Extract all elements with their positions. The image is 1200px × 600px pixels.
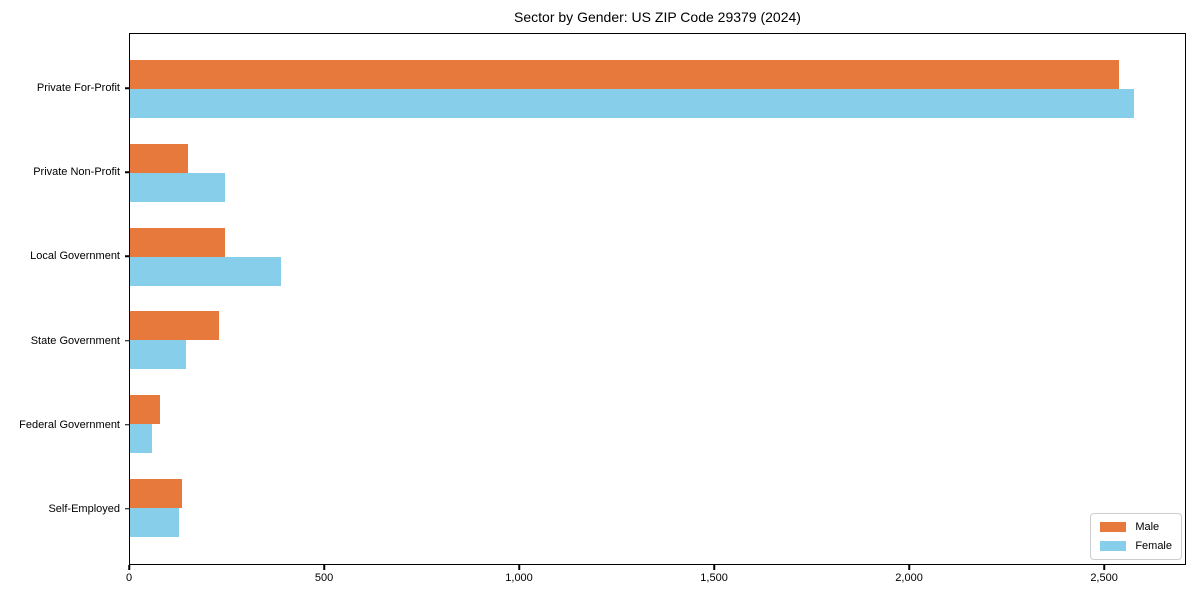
bar-female-private-non-profit <box>130 172 226 202</box>
x-tick-mark <box>128 565 130 570</box>
y-tick-mark <box>124 255 129 258</box>
x-tick-mark <box>323 565 325 570</box>
legend-entry-male: Male <box>1100 521 1172 533</box>
y-tick-label-private-non-profit: Private Non-Profit <box>33 166 120 179</box>
x-tick-label-0: 0 <box>125 572 133 584</box>
bar-group-local-government <box>130 215 1185 299</box>
bar-female-private-for-profit <box>130 88 1135 118</box>
y-tick-mark <box>124 339 129 342</box>
y-axis: Private For-Profit Private Non-Profit Loca… <box>0 33 129 565</box>
x-tick-mark <box>1103 565 1105 570</box>
y-tick-label-federal-government: Federal Government <box>19 418 120 431</box>
legend-entry-female: Female <box>1100 540 1172 552</box>
x-tick-mark <box>908 565 910 570</box>
x-tick-label-2-000: 2,000 <box>895 572 923 584</box>
y-tick-mark <box>124 508 129 510</box>
x-tick-label-2-500: 2,500 <box>1090 572 1118 584</box>
legend-label-female: Female <box>1135 540 1172 552</box>
bar-male-private-non-profit <box>130 143 189 173</box>
y-tick-label-private-for-profit: Private For-Profit <box>36 82 120 95</box>
bar-groups <box>130 34 1185 564</box>
bar-female-state-government <box>130 340 187 370</box>
bar-group-self-employed <box>130 466 1185 550</box>
x-tick-mark <box>518 565 520 570</box>
bar-male-self-employed <box>130 479 183 509</box>
y-tick-mark <box>124 87 129 89</box>
x-axis: 0 500 1,000 1,500 2,000 2,500 <box>125 565 1186 595</box>
bar-male-local-government <box>130 227 225 257</box>
x-tick-mark <box>713 565 715 570</box>
y-tick-label-self-employed: Self-Employed <box>48 502 120 515</box>
bar-female-local-government <box>130 256 282 286</box>
plot-area: Male Female <box>129 33 1186 565</box>
bar-group-state-government <box>130 298 1185 382</box>
bar-female-self-employed <box>130 508 180 538</box>
bar-group-private-non-profit <box>130 131 1185 215</box>
x-tick-label-500: 500 <box>314 572 334 584</box>
y-tick-label-local-government: Local Government <box>30 250 120 263</box>
legend: Male Female <box>1090 513 1182 560</box>
legend-label-male: Male <box>1135 521 1160 533</box>
y-tick-mark <box>124 424 129 426</box>
y-tick-label-state-government: State Government <box>30 334 120 347</box>
legend-swatch-male <box>1100 522 1127 532</box>
x-tick-label-1-500: 1,500 <box>700 572 728 584</box>
bar-group-private-for-profit <box>130 47 1185 131</box>
legend-swatch-female <box>1100 541 1127 551</box>
bar-male-state-government <box>130 311 219 341</box>
bar-female-federal-government <box>130 424 152 454</box>
bar-male-federal-government <box>130 395 160 425</box>
y-tick-mark <box>124 171 129 173</box>
chart-title: Sector by Gender: US ZIP Code 29379 (202… <box>514 9 801 25</box>
bar-male-private-for-profit <box>130 59 1119 89</box>
bar-group-federal-government <box>130 382 1185 466</box>
x-tick-label-1-000: 1,000 <box>505 572 533 584</box>
